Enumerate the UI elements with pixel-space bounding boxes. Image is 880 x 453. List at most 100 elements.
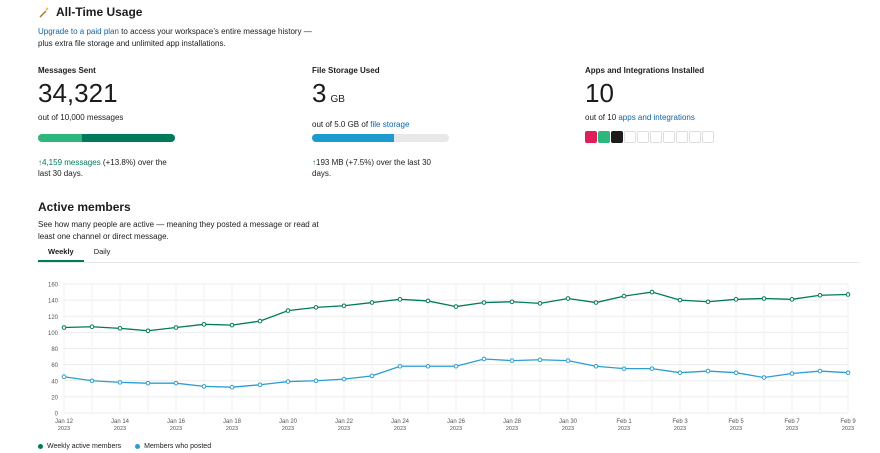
y-tick-label: 20 [51,395,58,401]
x-tick-label: Feb 5 [728,419,744,425]
data-point-1 [61,374,67,380]
data-point-0 [537,301,543,306]
x-tick-year: 2023 [114,426,126,432]
x-tick-label: Feb 7 [784,419,800,425]
messages-bar-segment-b [81,134,175,142]
app-icon[interactable] [611,131,623,143]
x-tick-label: Jan 22 [335,419,354,425]
x-tick-label: Jan 30 [559,419,578,425]
y-tick-label: 60 [51,363,58,369]
data-point-0 [229,322,235,328]
data-point-0 [285,308,291,313]
y-tick-label: 80 [51,347,58,353]
data-point-0 [565,296,571,301]
apps-sub-prefix: out of 10 [585,113,619,122]
upgrade-link[interactable]: Upgrade to a paid plan [38,27,119,36]
data-point-0 [845,292,851,297]
app-icon[interactable] [585,131,597,143]
storage-progress-bar [312,134,449,142]
period-tabs: Weekly Daily [38,244,860,263]
data-point-0 [593,300,599,305]
app-icon[interactable] [598,131,610,143]
data-point-1 [201,384,207,389]
x-tick-year: 2023 [618,426,630,432]
data-point-1 [565,358,571,363]
x-tick-label: Jan 14 [111,419,130,425]
apps-stat: Apps and Integrations Installed 10 out o… [585,66,845,122]
x-tick-year: 2023 [394,426,406,432]
data-point-1 [89,378,95,384]
data-point-0 [397,297,403,302]
up-arrow-icon: ↑ [38,158,42,167]
x-tick-label: Jan 26 [447,419,466,425]
data-point-1 [621,366,627,371]
messages-trend: ↑4,159 messages (+13.8%) over the last 3… [38,157,178,179]
tab-weekly[interactable]: Weekly [38,244,84,262]
messages-trend-value[interactable]: 4,159 messages [42,158,101,167]
up-arrow-icon: ↑ [312,158,316,167]
x-tick-label: Feb 9 [840,419,856,425]
legend-item: Weekly active members [38,443,121,450]
data-point-1 [229,384,235,390]
stat-value: 3 GB [312,79,512,114]
data-point-1 [677,370,683,375]
x-tick-year: 2023 [674,426,686,432]
data-point-1 [173,380,179,386]
empty-app-slot [650,131,662,143]
data-point-0 [173,325,179,330]
data-point-1 [537,357,543,363]
data-point-0 [257,318,263,324]
data-point-0 [89,324,95,330]
data-point-0 [369,300,375,305]
data-point-0 [453,304,459,309]
storage-sub-prefix: out of 5.0 GB of [312,120,371,129]
data-point-1 [453,363,459,369]
stat-sub: out of 10,000 messages [38,113,124,122]
data-point-0 [509,299,515,305]
data-point-1 [117,380,123,385]
apps-integrations-link[interactable]: apps and integrations [618,113,695,122]
file-storage-link[interactable]: file storage [370,120,410,129]
y-tick-label: 0 [55,412,59,418]
data-point-0 [817,292,823,298]
x-tick-label: Feb 3 [672,419,688,425]
x-tick-year: 2023 [842,426,854,432]
x-tick-label: Jan 16 [167,419,186,425]
x-tick-year: 2023 [730,426,742,432]
storage-trend: ↑193 MB (+7.5%) over the last 30 days. [312,157,452,179]
data-point-1 [733,370,739,375]
x-tick-year: 2023 [450,426,462,432]
storage-bar-fill [312,134,395,142]
x-tick-year: 2023 [786,426,798,432]
messages-progress-bar [38,134,175,142]
y-tick-label: 160 [48,283,59,289]
data-point-0 [761,296,767,301]
x-tick-label: Jan 24 [391,419,410,425]
y-tick-label: 100 [48,331,59,337]
usage-header: All-Time Usage [38,5,142,19]
stat-sub: out of 5.0 GB of file storage [312,120,512,129]
x-tick-label: Jan 18 [223,419,242,425]
legend-dot [135,444,141,449]
data-point-1 [145,380,151,386]
stat-label: File Storage Used [312,66,380,75]
data-point-0 [201,322,207,327]
data-point-0 [481,300,487,305]
stat-value: 34,321 [38,78,118,108]
data-point-0 [341,303,347,309]
section-title: All-Time Usage [56,5,143,19]
data-point-1 [341,376,347,382]
data-point-1 [761,375,767,380]
storage-unit: GB [330,94,345,105]
stat-sub: out of 10 apps and integrations [585,113,845,122]
empty-app-slot [676,131,688,143]
tab-daily[interactable]: Daily [93,247,111,256]
data-point-0 [117,326,123,331]
x-tick-label: Jan 20 [279,419,298,425]
chart-legend: Weekly active members Members who posted [38,443,211,450]
empty-app-slot [624,131,636,143]
data-point-0 [649,289,655,295]
data-point-0 [145,328,151,334]
data-point-1 [593,363,599,369]
